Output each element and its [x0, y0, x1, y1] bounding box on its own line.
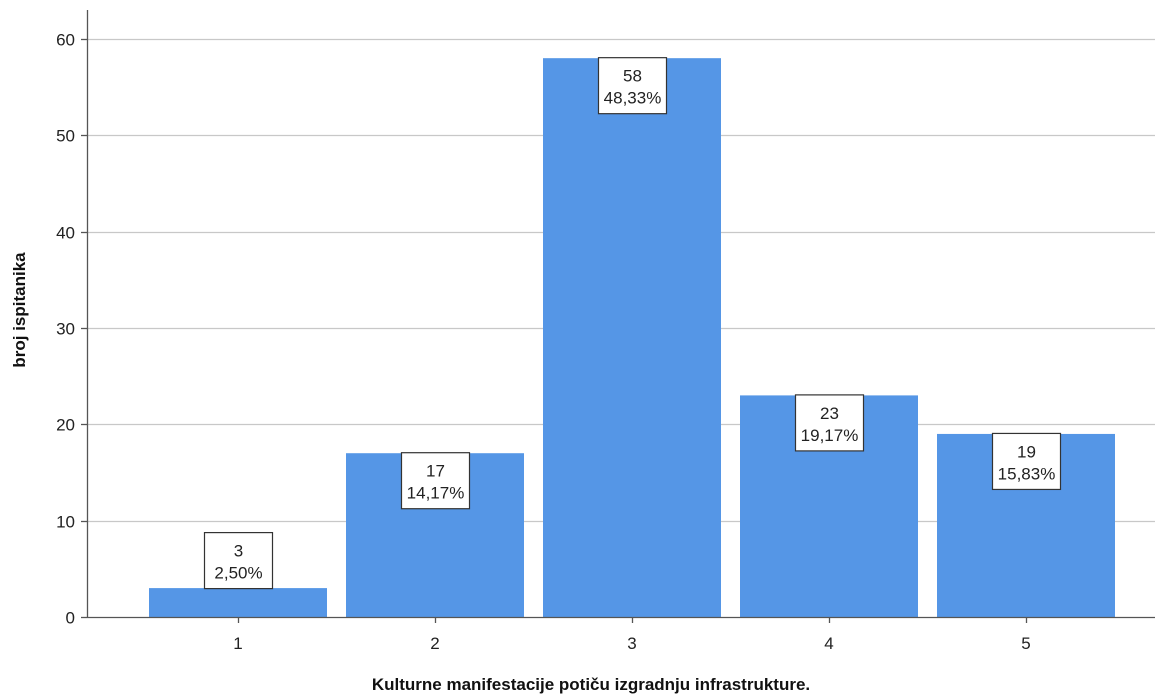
y-tick-labels: 0 10 20 30 40 50 60: [56, 31, 87, 628]
data-label-1: 3 2,50%: [203, 531, 274, 590]
x-tick-label: 2: [430, 634, 439, 653]
data-label-3: 58 48,33%: [597, 57, 668, 115]
data-label-count: 17: [426, 462, 445, 481]
data-label-percent: 48,33%: [604, 89, 662, 108]
data-label-box: [794, 394, 865, 452]
data-label-box: [991, 432, 1062, 491]
y-tick-label: 40: [56, 224, 75, 243]
x-tick-label: 1: [233, 634, 242, 653]
axes: [86, 10, 1155, 619]
x-tick-label: 3: [627, 634, 636, 653]
data-label-percent: 2,50%: [214, 564, 262, 583]
y-tick-label: 0: [66, 609, 75, 628]
data-label-percent: 14,17%: [407, 484, 465, 503]
data-label-4: 23 19,17%: [794, 394, 865, 452]
data-label-box: [597, 57, 668, 115]
data-label-box: [203, 531, 274, 590]
y-tick-label: 50: [56, 127, 75, 146]
x-tick-label: 4: [824, 634, 833, 653]
data-label-5: 19 15,83%: [991, 432, 1062, 491]
data-label-count: 58: [623, 67, 642, 86]
data-label-percent: 15,83%: [998, 464, 1056, 483]
data-labels: 3 2,50% 17 14,17% 58 48,33% 23 19,17% 19 15,83%: [203, 57, 1062, 590]
bars: [149, 58, 1115, 617]
data-label-box: [400, 452, 471, 510]
bar-1: [149, 588, 327, 617]
data-label-count: 23: [820, 404, 839, 423]
data-label-percent: 19,17%: [801, 426, 859, 445]
y-axis-title: broj ispitanika: [10, 252, 29, 368]
y-tick-label: 30: [56, 320, 75, 339]
x-tick-label: 5: [1021, 634, 1030, 653]
y-tick-label: 10: [56, 513, 75, 532]
data-label-count: 3: [234, 542, 243, 561]
x-tick-labels: 1 2 3 4 5: [233, 617, 1031, 653]
y-tick-label: 20: [56, 416, 75, 435]
bar-3: [543, 58, 721, 617]
data-label-2: 17 14,17%: [400, 452, 471, 510]
y-tick-label: 60: [56, 31, 75, 50]
data-label-count: 19: [1017, 442, 1036, 461]
x-axis-title: Kulturne manifestacije potiču izgradnju …: [372, 675, 810, 694]
